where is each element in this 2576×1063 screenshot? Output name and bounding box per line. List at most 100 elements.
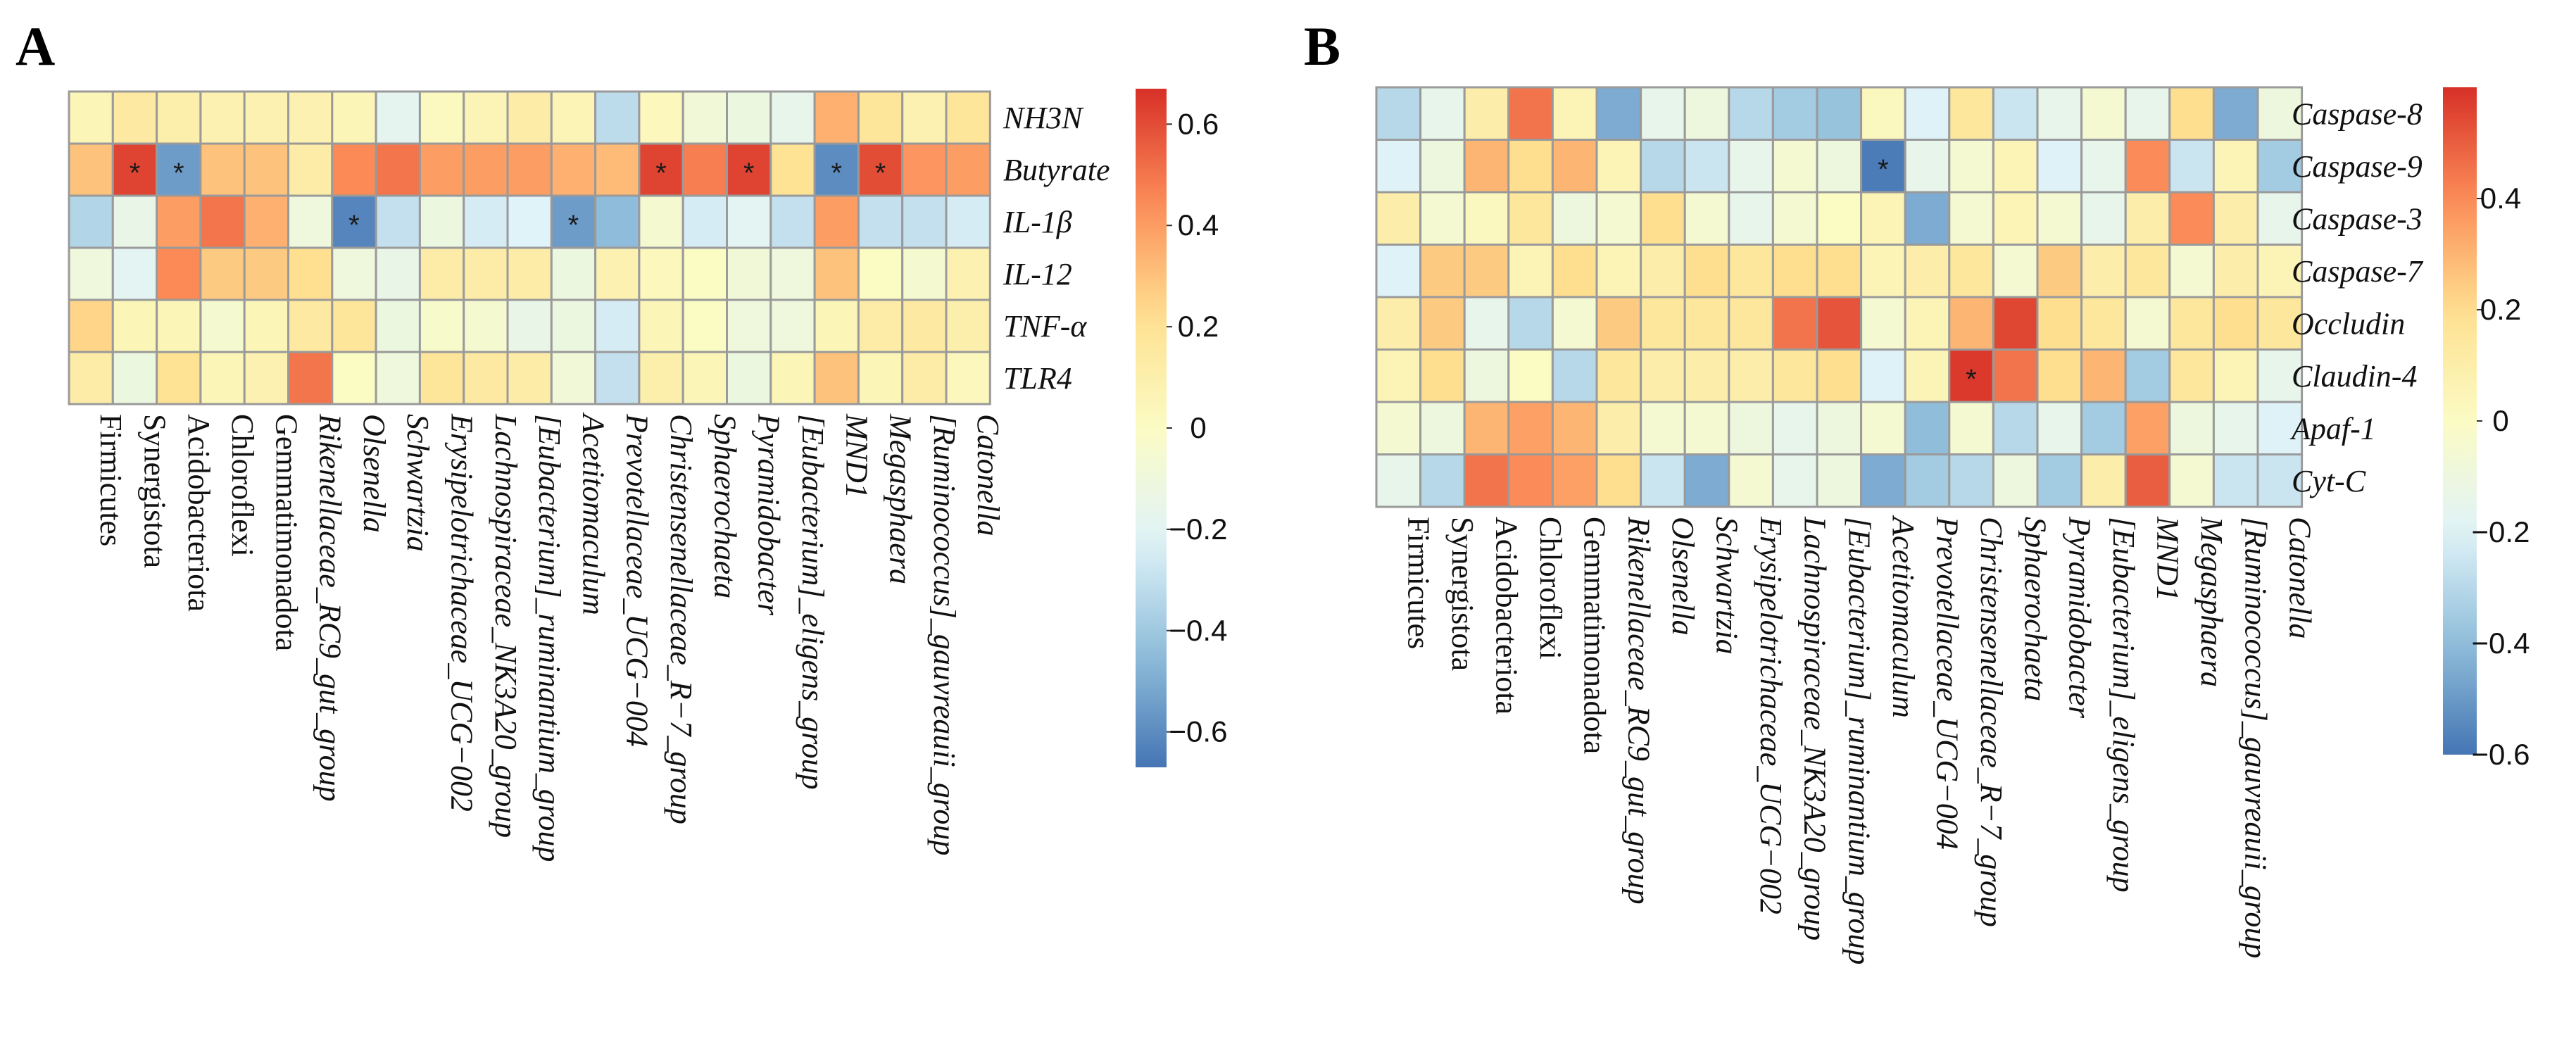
heatmap-cell-b-1-5 (1595, 139, 1642, 194)
heatmap-cell-b-0-18 (2168, 86, 2215, 141)
heatmap-cell-a-5-3 (199, 351, 246, 405)
heatmap-cell-b-4-8 (1728, 296, 1774, 351)
heatmap-cell-a-0-11 (550, 90, 597, 145)
heatmap-cell-a-0-6 (331, 90, 377, 145)
heatmap-cell-a-5-7 (375, 351, 421, 405)
heatmap-cell-b-4-2 (1463, 296, 1510, 351)
heatmap-cell-b-7-6 (1640, 453, 1686, 508)
heatmap-cell-a-4-7 (375, 298, 421, 353)
column-label: Olsenella (1666, 517, 1700, 636)
heatmap-cell-b-3-14 (1992, 244, 2039, 298)
row-label: Caspase-3 (2292, 201, 2423, 236)
colorbar-tick-label: −0.6 (2472, 738, 2530, 771)
colorbar (2443, 87, 2477, 755)
heatmap-cell-a-1-5 (287, 142, 334, 197)
heatmap-cell-b-0-0 (1375, 86, 1422, 141)
column-label: Olsenella (357, 414, 391, 533)
heatmap-cell-b-6-17 (2124, 401, 2171, 455)
heatmap-cell-a-0-19 (901, 90, 948, 145)
heatmap-cell-a-3-9 (463, 246, 509, 301)
column-label: [Eubacterium]_ruminantium_group (532, 414, 567, 862)
heatmap-cell-a-0-0 (68, 90, 114, 145)
row-label: Apaf-1 (2289, 411, 2376, 446)
heatmap-cell-b-3-1 (1419, 244, 1466, 298)
heatmap-cell-a-2-9 (463, 194, 509, 249)
row-label: IL-1β (1003, 205, 1072, 239)
heatmap-cell-b-1-0 (1375, 139, 1422, 194)
heatmap-panel-b: * * Caspase-8 Caspase-9 Caspase-3 Caspase-7 Oc… (1375, 86, 2530, 964)
heatmap-cell-a-5-4 (243, 351, 290, 405)
heatmap-cell-a-2-10 (506, 194, 553, 249)
heatmap-cell-a-4-0 (68, 298, 114, 353)
heatmap-cell-b-0-16 (2080, 86, 2127, 141)
heatmap-cell-b-7-4 (1551, 453, 1598, 508)
row-label: TLR4 (1003, 361, 1072, 396)
row-label: Caspase-9 (2292, 149, 2423, 184)
heatmap-cell-a-1-4 (243, 142, 290, 197)
heatmap-cell-b-0-4 (1551, 86, 1598, 141)
heatmap-cell-a-2-5 (287, 194, 334, 249)
heatmap-cell-a-3-18 (857, 246, 904, 301)
heatmap-cell-b-1-20 (2256, 139, 2304, 194)
heatmap-cell-b-7-0 (1375, 453, 1422, 508)
significance-marker: * (831, 158, 843, 189)
heatmap-cell-b-1-2 (1463, 139, 1510, 194)
heatmap-cell-a-0-15 (726, 90, 772, 145)
heatmap-cell-a-3-2 (156, 246, 202, 301)
heatmap-cell-b-0-10 (1816, 86, 1863, 141)
heatmap-cell-b-6-20 (2256, 401, 2304, 455)
heatmap-cell-a-4-3 (199, 298, 246, 353)
row-label: IL-12 (1003, 257, 1072, 291)
heatmap-cell-a-5-18 (857, 351, 904, 405)
column-label: Christensenellaceae_R−7_group (1974, 517, 2009, 927)
heatmap-cell-b-7-1 (1419, 453, 1466, 508)
heatmap-cell-a-2-14 (681, 194, 729, 249)
colorbar (1136, 89, 1167, 767)
heatmap-cell-a-5-5 (287, 351, 334, 405)
heatmap-cell-a-2-8 (418, 194, 465, 249)
heatmap-cell-b-4-16 (2080, 296, 2127, 351)
heatmap-cell-b-1-16 (2080, 139, 2127, 194)
heatmap-cell-b-6-16 (2080, 401, 2127, 455)
heatmap-cell-a-5-14 (681, 351, 729, 405)
heatmap-cell-a-3-6 (331, 246, 377, 301)
heatmap-cell-b-3-0 (1375, 244, 1422, 298)
heatmap-cell-a-5-8 (418, 351, 465, 405)
heatmap-cell-a-2-15 (726, 194, 772, 249)
heatmap-cell-a-4-17 (813, 298, 860, 353)
row-label: Caspase-7 (2292, 254, 2424, 289)
row-label: Cyt-C (2292, 464, 2366, 498)
heatmap-cell-a-5-10 (506, 351, 553, 405)
heatmap-cell-b-5-5 (1595, 348, 1642, 403)
heatmap-cell-b-6-11 (1860, 401, 1906, 455)
heatmap-cell-b-1-15 (2036, 139, 2083, 194)
heatmap-cell-a-2-11 (550, 194, 597, 249)
significance-marker: * (348, 210, 360, 241)
heatmap-cell-a-2-16 (769, 194, 816, 249)
heatmap-cell-b-1-8 (1728, 139, 1774, 194)
heatmap-cell-b-7-20 (2256, 453, 2304, 508)
heatmap-cell-b-0-17 (2124, 86, 2171, 141)
heatmap-cell-a-5-12 (594, 351, 641, 405)
row-label: TNF-α (1003, 309, 1087, 344)
heatmap-cell-b-7-12 (1904, 453, 1951, 508)
colorbar-tick-label: 0 (1190, 411, 1206, 444)
heatmap-cell-a-1-12 (594, 142, 641, 197)
heatmap-cell-b-6-15 (2036, 401, 2083, 455)
row-label: NH3N (1003, 101, 1084, 135)
heatmap-cell-a-0-1 (111, 90, 158, 145)
heatmap-cell-b-7-18 (2168, 453, 2215, 508)
heatmap-cell-a-1-9 (463, 142, 509, 197)
column-label: Catonella (971, 414, 1005, 536)
heatmap-cell-a-4-19 (901, 298, 948, 353)
heatmap-cell-b-2-18 (2168, 191, 2215, 246)
heatmap-cell-b-2-8 (1728, 191, 1774, 246)
heatmap-cell-b-5-16 (2080, 348, 2127, 403)
panel-b-letter: B (1304, 15, 1340, 77)
heatmap-cell-a-4-8 (418, 298, 465, 353)
heatmap-cell-b-0-15 (2036, 86, 2083, 141)
heatmap-cell-a-3-11 (550, 246, 597, 301)
heatmap-cell-a-1-0 (68, 142, 114, 197)
heatmap-cell-a-3-10 (506, 246, 553, 301)
heatmap-cell-a-3-13 (638, 246, 684, 301)
